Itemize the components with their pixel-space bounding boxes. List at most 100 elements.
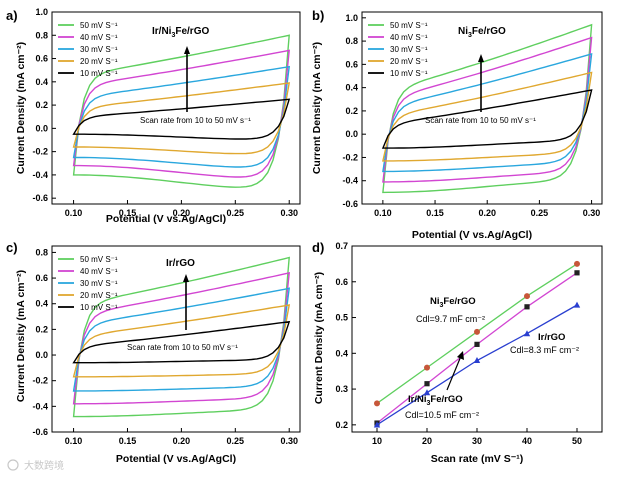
panel-d-cdl-ir-ni3fe: Cdl=10.5 mF cm⁻² xyxy=(405,410,479,420)
x-tick-label: 0.10 xyxy=(65,208,83,218)
x-tick-label: 0.15 xyxy=(119,436,137,446)
panel-a-letter: a) xyxy=(6,8,18,23)
panel-c-ylabel: Current Density (mA cm⁻²) xyxy=(15,270,27,402)
panel-d: d) 0.2 0.3 0.4 0.5 0.6 0.7 10 20 30 40 50 Ni3Fe/r… xyxy=(312,240,603,465)
panel-b-title: Ni3Fe/rGO xyxy=(458,26,506,39)
x-tick-label: 0.15 xyxy=(119,208,137,218)
x-tick-label: 0.10 xyxy=(374,208,392,218)
panel-d-label-ir-rgo: Ir/rGO xyxy=(538,332,565,343)
y-tick-label: 0.7 xyxy=(335,241,348,251)
x-tick-label: 20 xyxy=(422,436,432,446)
y-tick-label: -0.6 xyxy=(32,427,48,437)
panel-c-annotation: Scan rate from 10 to 50 mV s⁻¹ xyxy=(127,343,238,352)
y-tick-label: -0.2 xyxy=(32,376,48,386)
panel-b-annotation: Scan rate from 10 to 50 mV s⁻¹ xyxy=(425,116,536,125)
legend-label: 10 mV S⁻¹ xyxy=(390,69,428,78)
legend-label: 10 mV S⁻¹ xyxy=(80,303,118,312)
panel-b-x-ticks: 0.10 0.15 0.20 0.25 0.30 xyxy=(374,200,600,218)
x-tick-label: 40 xyxy=(522,436,532,446)
panel-d-label-ni3fe: Ni3Fe/rGO xyxy=(430,296,476,309)
y-tick-label: 1.0 xyxy=(345,13,358,23)
cv-loop-3 xyxy=(72,287,291,392)
y-tick-label: -0.4 xyxy=(32,170,48,180)
cv-loop-2 xyxy=(72,272,290,405)
y-tick-label: 0.2 xyxy=(335,420,348,430)
panel-a: a) -0.6-0.4-0.20.00.20.40.60.81.0 0.10 0.… xyxy=(6,7,301,225)
y-tick-label: 0.6 xyxy=(335,277,348,287)
legend-label: 40 mV S⁻¹ xyxy=(80,267,118,276)
panel-b-curves xyxy=(381,23,593,194)
y-tick-label: 1.0 xyxy=(35,7,48,17)
y-tick-label: -0.6 xyxy=(342,199,358,209)
panel-b: b) -0.6-0.4-0.20.00.20.40.60.81.0 0.10 0.… xyxy=(311,8,603,241)
panel-a-scan-arrowhead xyxy=(184,46,190,54)
x-tick-label: 0.30 xyxy=(280,208,298,218)
cv-loop-1 xyxy=(72,34,290,188)
watermark: 大数跨境 xyxy=(7,459,64,472)
data-point xyxy=(523,330,531,337)
y-tick-label: -0.4 xyxy=(342,176,358,186)
x-tick-label: 10 xyxy=(372,436,382,446)
y-tick-label: 0.2 xyxy=(35,324,48,334)
panel-d-xlabel: Scan rate (mV S⁻¹) xyxy=(431,453,524,465)
panel-c-x-ticks: 0.10 0.15 0.20 0.25 0.30 xyxy=(65,428,298,446)
panel-a-xlabel: Potential (V vs.Ag/AgCl) xyxy=(106,213,226,225)
cv-loop-5 xyxy=(72,98,291,140)
y-tick-label: 0.4 xyxy=(35,299,48,309)
y-tick-label: 0.6 xyxy=(345,59,358,69)
panel-a-ylabel: Current Density (mA cm⁻²) xyxy=(15,42,27,174)
panel-c-letter: c) xyxy=(6,240,18,255)
y-tick-label: -0.4 xyxy=(32,401,48,411)
panel-c-xlabel: Potential (V vs.Ag/AgCl) xyxy=(116,453,236,465)
cv-loop-2 xyxy=(72,49,290,178)
panel-b-legend: 50 mV S⁻¹ 40 mV S⁻¹ 30 mV S⁻¹ 20 mV S⁻¹ 10 m… xyxy=(368,21,428,78)
panel-d-y-ticks: 0.2 0.3 0.4 0.5 0.6 0.7 xyxy=(335,241,356,430)
panel-d-ylabel: Current Density (mA cm⁻²) xyxy=(313,272,325,404)
x-tick-label: 0.20 xyxy=(173,436,191,446)
panel-a-title: Ir/Ni3Fe/rGO xyxy=(152,26,209,39)
panel-a-frame xyxy=(51,11,301,205)
y-tick-label: 0.4 xyxy=(345,83,358,93)
x-tick-label: 0.25 xyxy=(531,208,549,218)
panel-b-scan-arrowhead xyxy=(478,54,484,62)
cv-loop-4 xyxy=(72,304,291,378)
x-tick-label: 0.15 xyxy=(426,208,444,218)
cv-loop-3 xyxy=(382,52,593,173)
y-tick-label: 0.4 xyxy=(335,348,348,358)
panel-d-label-ir-ni3fe: Ir/Ni3Fe/rGO xyxy=(408,394,463,407)
legend-label: 50 mV S⁻¹ xyxy=(390,21,428,30)
y-tick-label: -0.2 xyxy=(342,152,358,162)
data-point xyxy=(474,341,480,347)
panel-d-letter: d) xyxy=(312,240,324,255)
legend-label: 30 mV S⁻¹ xyxy=(390,45,428,54)
data-point xyxy=(524,304,530,310)
x-tick-label: 0.10 xyxy=(65,436,83,446)
panel-d-x-ticks: 10 20 30 40 50 xyxy=(372,428,582,446)
panel-b-xlabel: Potential (V vs.Ag/AgCl) xyxy=(412,229,532,241)
legend-label: 30 mV S⁻¹ xyxy=(80,45,118,54)
panel-c-scan-arrowhead xyxy=(183,274,189,282)
cv-loop-1 xyxy=(382,23,593,194)
cv-loop-1 xyxy=(72,256,290,418)
legend-label: 10 mV S⁻¹ xyxy=(80,69,118,78)
data-point xyxy=(373,421,381,428)
x-tick-label: 50 xyxy=(572,436,582,446)
watermark-logo-icon xyxy=(7,459,19,471)
data-point xyxy=(574,270,580,276)
panel-a-x-ticks: 0.10 0.15 0.20 0.25 0.30 xyxy=(65,200,298,218)
x-tick-label: 0.25 xyxy=(227,436,245,446)
panel-b-frame xyxy=(361,11,603,205)
cv-loop-2 xyxy=(382,36,593,183)
y-tick-label: 0.0 xyxy=(35,350,48,360)
y-tick-label: 0.2 xyxy=(35,100,48,110)
panel-a-y-ticks: -0.6 -0.4 -0.2 0.0 0.2 0.4 0.6 0.8 1.0 xyxy=(32,7,56,203)
y-tick-label: 0.8 xyxy=(345,36,358,46)
y-tick-label: 0.5 xyxy=(335,313,348,323)
data-point xyxy=(574,260,580,267)
y-tick-label: -0.2 xyxy=(32,147,48,157)
data-point xyxy=(573,301,581,308)
y-tick-label: 0.2 xyxy=(345,106,358,116)
x-tick-label: 0.25 xyxy=(227,208,245,218)
data-point xyxy=(524,293,530,300)
